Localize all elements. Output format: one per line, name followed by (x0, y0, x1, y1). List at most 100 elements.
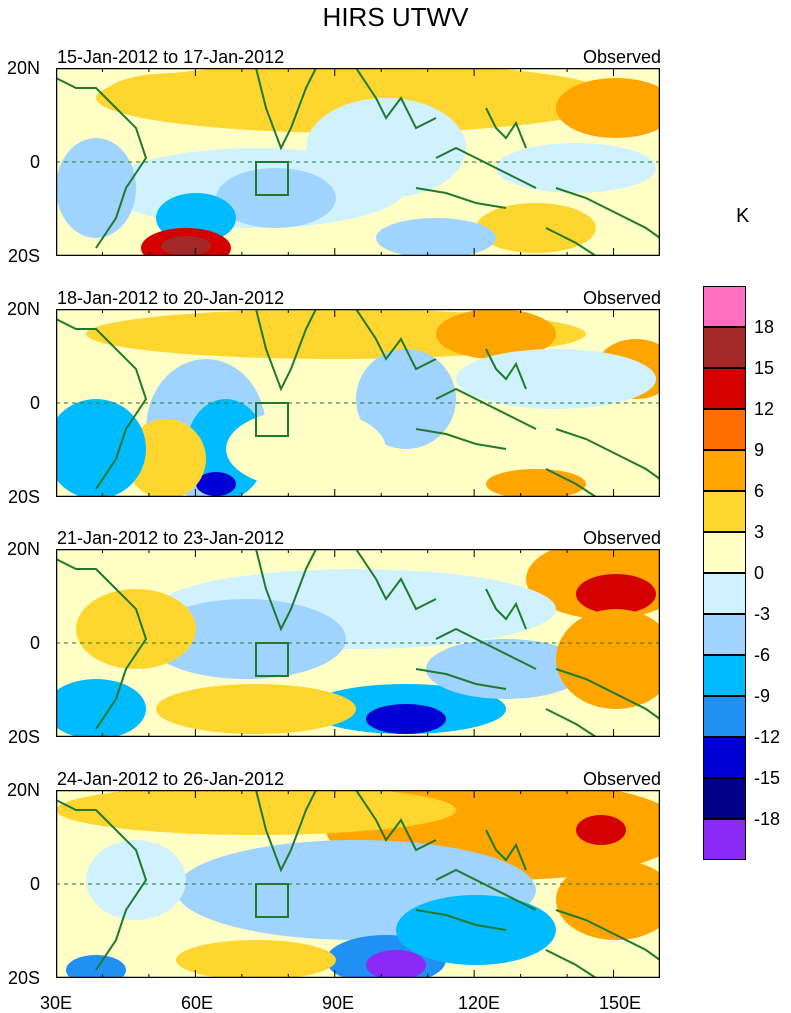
anomaly-region (156, 684, 356, 734)
map-frame (56, 68, 660, 256)
panel-observed-label: Observed (582, 769, 661, 789)
colorbar-swatch (703, 409, 746, 450)
x-tick-label: 120E (457, 993, 501, 1013)
colorbar-unit: K (736, 205, 750, 227)
coastline (485, 107, 527, 149)
anomaly-region (476, 203, 596, 253)
panel-date-range: 18-Jan-2012 to 20-Jan-2012 (57, 288, 285, 308)
colorbar-swatch (703, 737, 746, 778)
anomaly-region (106, 73, 246, 113)
colorbar-label: -18 (754, 809, 781, 829)
y-tick-label: 20N (6, 58, 40, 78)
colorbar-label: 15 (754, 358, 775, 378)
coastline (545, 949, 597, 978)
anomaly-region (356, 349, 456, 449)
map-frame (56, 309, 660, 497)
colorbar-swatch (703, 614, 746, 655)
coastline (56, 318, 148, 490)
coastline (435, 627, 537, 670)
anomaly-region (226, 409, 386, 489)
anomaly-region (556, 609, 660, 709)
colorbar-swatch (703, 532, 746, 573)
anomaly-region (56, 138, 136, 238)
colorbar-label: -3 (754, 604, 771, 624)
coastline (355, 309, 437, 371)
anomaly-region (556, 78, 660, 138)
colorbar-label: -15 (754, 768, 781, 788)
y-tick-label: 0 (29, 633, 40, 653)
coastline (255, 68, 317, 151)
anomaly-region (436, 309, 556, 359)
coastline (255, 309, 317, 392)
colorbar-label: -9 (754, 686, 771, 706)
anomaly-region (576, 574, 656, 614)
panel-date-range: 15-Jan-2012 to 17-Jan-2012 (57, 47, 285, 67)
x-tick-label: 150E (598, 993, 642, 1013)
coastline (415, 668, 507, 690)
y-tick-label: 20S (7, 968, 40, 988)
coastline (555, 909, 660, 961)
map-panel: 18-Jan-2012 to 20-Jan-2012 Observed 20N 0 20… (0, 288, 700, 507)
anomaly-region (306, 98, 466, 198)
colorbar-label: 6 (754, 481, 765, 501)
panel-date-range: 21-Jan-2012 to 23-Jan-2012 (57, 528, 285, 548)
y-tick-label: 0 (29, 393, 40, 413)
coastline (415, 187, 507, 209)
map-frame (56, 790, 660, 978)
coastline (555, 668, 660, 720)
colorbar-label: -12 (754, 727, 781, 747)
colorbar-label: 0 (754, 563, 765, 583)
panel-observed-label: Observed (582, 47, 661, 67)
anomaly-region (176, 940, 336, 978)
coastline (56, 558, 148, 730)
coastline (545, 468, 597, 497)
anomaly-region (86, 840, 186, 920)
map-panel: 21-Jan-2012 to 23-Jan-2012 Observed 20N 0 20… (0, 528, 700, 747)
map-panel: 15-Jan-2012 to 17-Jan-2012 Observed 20N 0 20… (0, 47, 700, 266)
anomaly-region (76, 589, 196, 669)
colorbar-swatch (703, 450, 746, 491)
colorbar-swatch (703, 491, 746, 532)
colorbar-label: 12 (754, 399, 775, 419)
coastline (485, 829, 527, 871)
colorbar-swatch (703, 819, 746, 860)
anomaly-region (556, 860, 660, 940)
anomaly-region (161, 236, 211, 256)
coastline (355, 790, 437, 852)
y-tick-label: 20N (6, 539, 40, 559)
colorbar-swatch (703, 327, 746, 368)
map-panel: 24-Jan-2012 to 26-Jan-2012 Observed 20N 0 20… (0, 769, 700, 988)
coastline (56, 799, 148, 971)
colorbar-swatch (703, 573, 746, 614)
coastline (555, 428, 660, 480)
coastline (545, 708, 597, 737)
y-tick-label: 20N (6, 299, 40, 319)
x-tick-label: 60E (180, 993, 214, 1013)
anomaly-region (216, 168, 336, 228)
coastline (255, 790, 317, 873)
contour-map (56, 549, 660, 737)
colorbar-label: 3 (754, 522, 765, 542)
colorbar-swatch (703, 778, 746, 819)
colorbar-label: 18 (754, 317, 775, 337)
contour-map (56, 68, 660, 256)
anomaly-region (196, 472, 236, 496)
colorbar-swatch (703, 286, 746, 327)
coastline (485, 348, 527, 390)
y-tick-label: 20S (7, 487, 40, 507)
y-tick-label: 0 (29, 874, 40, 894)
colorbar-label: 9 (754, 440, 765, 460)
anomaly-region (56, 790, 456, 835)
anomaly-region (126, 419, 206, 497)
panel-date-range: 24-Jan-2012 to 26-Jan-2012 (57, 769, 285, 789)
colorbar-swatch (703, 696, 746, 737)
anomaly-region (66, 955, 126, 978)
coastline (555, 187, 660, 239)
coastline (435, 146, 537, 189)
coastline (485, 588, 527, 630)
contour-map (56, 309, 660, 497)
y-tick-label: 20S (7, 727, 40, 747)
coastline (415, 909, 507, 931)
anomaly-region (56, 679, 146, 737)
anomaly-region (456, 349, 656, 409)
